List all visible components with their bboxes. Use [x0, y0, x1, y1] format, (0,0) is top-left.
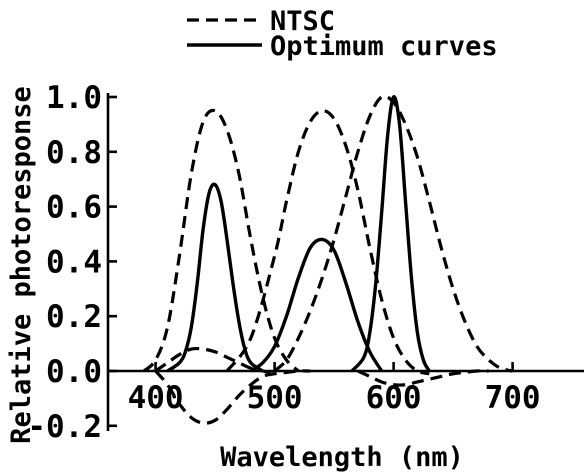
- x-ticks: 400 500 600 700: [128, 362, 541, 416]
- ntsc-curve-1: [154, 346, 275, 376]
- x-tick-label: 700: [485, 380, 541, 416]
- plot-area: [142, 94, 513, 425]
- y-tick-label: 0.6: [46, 190, 102, 226]
- y-tick-label: 1.0: [46, 80, 102, 116]
- legend: NTSC Optimum curves: [187, 6, 498, 62]
- y-tick-label: -0.2: [27, 409, 102, 445]
- optimum-curve-7: [249, 237, 384, 373]
- x-axis-label: Wavelength (nm): [220, 442, 464, 472]
- y-tick-label: 0.0: [46, 354, 102, 390]
- x-tick-label: 500: [247, 380, 303, 416]
- legend-optimum-label: Optimum curves: [270, 31, 498, 62]
- y-tick-label: 0.8: [46, 135, 102, 171]
- optimum-curve-8: [350, 95, 431, 373]
- ntsc-curve-3: [154, 369, 311, 425]
- ntsc-curve-4: [273, 94, 513, 373]
- y-axis-label: Relative photoresponse: [6, 86, 37, 444]
- ntsc-curve-0: [142, 108, 300, 373]
- optimum-curve-6: [166, 182, 264, 373]
- legend-ntsc-label: NTSC: [270, 6, 335, 37]
- ntsc-curve-2: [225, 109, 430, 376]
- y-ticks: 1.0 0.8 0.6 0.4 0.2 0.0 -0.2: [27, 80, 117, 445]
- y-tick-label: 0.2: [46, 299, 102, 335]
- x-tick-label: 400: [128, 380, 184, 416]
- y-tick-label: 0.4: [46, 244, 102, 280]
- ntsc-curve-5: [357, 369, 489, 387]
